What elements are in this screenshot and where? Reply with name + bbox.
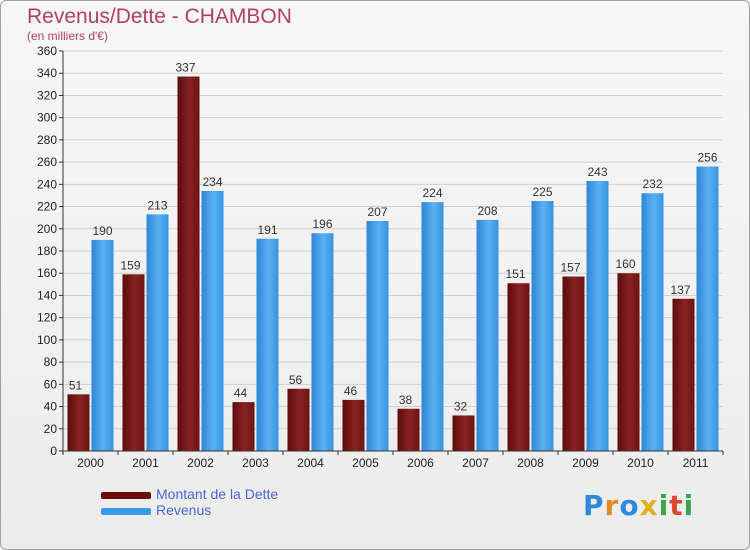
y-tick-label: 60 — [44, 377, 58, 391]
y-tick-label: 320 — [37, 88, 57, 102]
legend-swatch-debt — [101, 492, 151, 499]
bar-revenue — [201, 191, 224, 451]
data-label: 191 — [257, 223, 277, 237]
bar-revenue — [531, 201, 554, 451]
x-tick-label: 2011 — [683, 456, 709, 470]
y-tick-label: 260 — [37, 155, 57, 169]
x-tick-label: 2007 — [462, 456, 489, 470]
y-tick-label: 200 — [37, 222, 57, 236]
logo-letter: P — [583, 489, 605, 522]
bar-debt — [507, 283, 530, 451]
bar-debt — [342, 399, 365, 451]
bar-revenue — [91, 239, 114, 451]
bar-revenue — [421, 202, 444, 451]
bar-debt — [287, 388, 310, 451]
data-label: 159 — [120, 258, 140, 272]
data-label: 44 — [234, 386, 248, 400]
x-tick-label: 2000 — [77, 456, 104, 470]
x-tick-label: 2009 — [572, 456, 599, 470]
bar-debt — [452, 415, 475, 451]
data-label: 196 — [312, 217, 332, 231]
x-tick-label: 2008 — [517, 456, 544, 470]
x-tick-label: 2001 — [132, 456, 159, 470]
x-tick-label: 2002 — [187, 456, 214, 470]
data-label: 224 — [422, 186, 442, 200]
y-tick-label: 160 — [37, 266, 57, 280]
bar-revenue — [641, 193, 664, 451]
chart-title: Revenus/Dette - CHAMBON — [27, 5, 292, 28]
chart-subtitle: (en milliers d'€) — [27, 29, 108, 43]
bar-revenue — [366, 221, 389, 451]
data-label: 225 — [532, 185, 552, 199]
logo-letter: t — [669, 489, 684, 522]
logo-letter: x — [639, 489, 659, 522]
y-tick-label: 40 — [44, 400, 58, 414]
bar-revenue — [256, 238, 279, 451]
data-label: 256 — [697, 151, 717, 165]
y-tick-label: 240 — [37, 177, 57, 191]
data-label: 38 — [399, 393, 413, 407]
bar-debt — [67, 394, 90, 451]
data-label: 151 — [505, 267, 525, 281]
x-tick-label: 2004 — [297, 456, 324, 470]
x-tick-label: 2005 — [352, 456, 379, 470]
bar-debt — [122, 274, 145, 451]
bar-revenue — [586, 181, 609, 451]
data-label: 157 — [560, 261, 580, 275]
logo-letter: o — [619, 489, 640, 522]
logo-letter: r — [604, 489, 620, 522]
bar-revenue — [696, 166, 719, 452]
data-label: 232 — [642, 177, 662, 191]
y-tick-label: 140 — [37, 288, 57, 302]
legend-label-debt: Montant de la Dette — [156, 486, 279, 502]
y-tick-label: 120 — [37, 311, 57, 325]
y-tick-label: 300 — [37, 111, 57, 125]
y-tick-label: 280 — [37, 133, 57, 147]
logo-letter: i — [658, 489, 670, 522]
data-label: 243 — [587, 165, 607, 179]
x-tick-label: 2006 — [407, 456, 434, 470]
bar-revenue — [311, 233, 334, 451]
bar-debt — [672, 298, 695, 451]
y-tick-label: 20 — [44, 422, 58, 436]
data-label: 56 — [289, 373, 303, 387]
logo-letter: i — [683, 489, 695, 522]
data-label: 337 — [175, 61, 195, 75]
bar-debt — [397, 408, 420, 451]
y-tick-label: 220 — [37, 200, 57, 214]
y-tick-label: 180 — [37, 244, 57, 258]
legend-label-revenue: Revenus — [156, 502, 212, 518]
data-label: 32 — [454, 399, 468, 413]
data-label: 51 — [69, 378, 83, 392]
proxiti-logo: Proxiti — [583, 489, 694, 522]
bar-revenue — [476, 219, 499, 451]
x-tick-label: 2003 — [242, 456, 269, 470]
bar-revenue — [146, 214, 169, 451]
legend-swatch-revenue — [101, 508, 151, 515]
data-label: 46 — [344, 384, 358, 398]
bar-debt — [617, 273, 640, 451]
x-tick-label: 2010 — [627, 456, 654, 470]
data-label: 213 — [147, 198, 167, 212]
data-label: 234 — [202, 175, 222, 189]
bar-debt — [232, 402, 255, 451]
bar-debt — [177, 76, 200, 452]
y-tick-label: 80 — [44, 355, 58, 369]
data-label: 137 — [670, 283, 690, 297]
y-tick-label: 360 — [37, 44, 57, 58]
data-label: 207 — [367, 205, 387, 219]
data-label: 160 — [615, 257, 635, 271]
y-tick-label: 340 — [37, 66, 57, 80]
bar-debt — [562, 276, 585, 451]
y-tick-label: 0 — [50, 444, 57, 458]
data-label: 208 — [477, 204, 497, 218]
y-tick-label: 100 — [37, 333, 57, 347]
data-label: 190 — [92, 224, 112, 238]
